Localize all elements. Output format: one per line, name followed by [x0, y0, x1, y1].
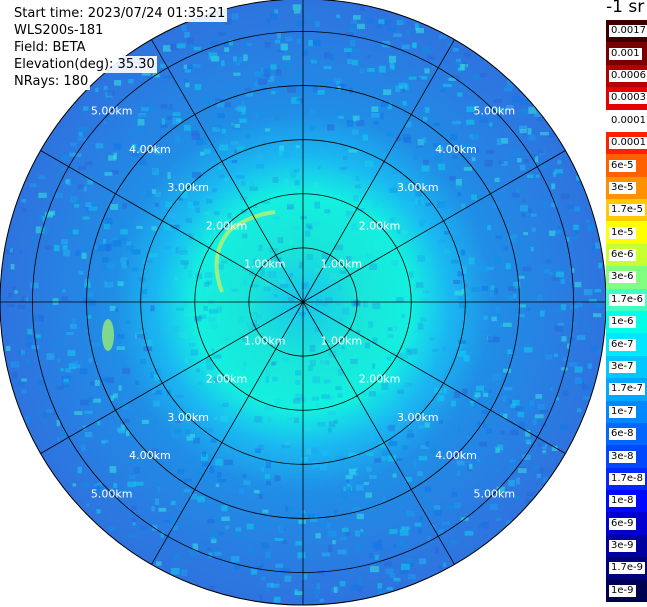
scan-info: Start time: 2023/07/24 01:35:21 WLS200s-…: [12, 5, 228, 90]
colorbar-label: 3e-8: [609, 450, 636, 463]
ring-label-2-45: 2.00km: [359, 219, 401, 232]
patch-feature: [102, 319, 114, 351]
ring-label-2-315: 2.00km: [206, 219, 248, 232]
colorbar-label: 1.7e-6: [609, 293, 646, 306]
spoke-300: [40, 150, 304, 303]
colorbar-label: 6e-6: [609, 249, 636, 262]
ring-label-4-135: 4.00km: [435, 449, 477, 462]
colorbar-label: 1e-6: [609, 316, 636, 329]
colorbar-label: 1e-7: [609, 405, 636, 418]
field-label: Field: BETA: [12, 39, 88, 56]
spoke-330: [151, 39, 304, 303]
spoke-30: [302, 39, 455, 303]
ring-label-5-135: 5.00km: [474, 487, 516, 500]
ring-label-4-315: 4.00km: [129, 143, 171, 156]
colorbar-label: 1.7e-9: [609, 562, 646, 575]
ring-label-1-225: 1.00km: [244, 334, 286, 347]
colorbar-label: 3e-9: [609, 540, 636, 553]
ring-label-2-135: 2.00km: [359, 373, 401, 386]
colorbar-label: 6e-9: [609, 517, 636, 530]
colorbar-label: 1.7e-7: [609, 383, 646, 396]
colorbar-label: 0.0006: [609, 69, 647, 82]
ring-label-5-225: 5.00km: [91, 487, 133, 500]
ring-label-3-315: 3.00km: [167, 181, 209, 194]
spoke-240: [40, 301, 304, 454]
colorbar-label: 1e-8: [609, 495, 636, 508]
ring-label-1-315: 1.00km: [244, 258, 286, 271]
colorbar-label: 3e-7: [609, 360, 636, 373]
spoke-210: [151, 301, 304, 565]
colorbar-label: 6e-8: [609, 428, 636, 441]
colorbar-label: 0.0003: [609, 92, 647, 105]
colorbar-label: 1e-9: [609, 584, 636, 597]
colorbar-label: 0.0001: [609, 137, 647, 150]
colorbar-label: 0.0017: [609, 25, 647, 38]
colorbar-unit: -1 sr: [606, 0, 645, 17]
spoke-60: [302, 150, 566, 303]
ring-label-4-45: 4.00km: [435, 143, 477, 156]
colorbar-label: 1.7e-8: [609, 472, 646, 485]
colorbar-label: 0.00017: [609, 114, 647, 127]
ring-label-4-225: 4.00km: [129, 449, 171, 462]
spoke-120: [302, 301, 566, 454]
ring-label-3-45: 3.00km: [397, 181, 439, 194]
instrument-label: WLS200s-181: [12, 22, 106, 39]
colorbar-label: 6e-5: [609, 159, 636, 172]
colorbar-label: 1e-5: [609, 226, 636, 239]
arc-feature: [214, 210, 276, 293]
ring-label-3-135: 3.00km: [397, 411, 439, 424]
colorbar: 0.0017 0.001 0.0006 0.0003 0.00017 0.0001 6e-5…: [606, 20, 647, 603]
colorbar-label: 6e-7: [609, 338, 636, 351]
ring-label-5-315: 5.00km: [91, 105, 133, 118]
elevation-label: Elevation(deg): 35.30: [12, 56, 157, 73]
colorbar-label: 3e-5: [609, 181, 636, 194]
colorbar-label: 0.001: [609, 47, 642, 60]
spoke-150: [302, 301, 455, 565]
colorbar-label: 3e-6: [609, 271, 636, 284]
start-time-label: Start time: 2023/07/24 01:35:21: [12, 5, 228, 22]
ring-label-1-135: 1.00km: [320, 334, 362, 347]
colorbar-label: 1.7e-5: [609, 204, 646, 217]
ring-label-5-45: 5.00km: [474, 105, 516, 118]
ring-label-1-45: 1.00km: [320, 258, 362, 271]
ring-label-2-225: 2.00km: [206, 373, 248, 386]
ring-label-3-225: 3.00km: [167, 411, 209, 424]
nrays-label: NRays: 180: [12, 73, 91, 90]
